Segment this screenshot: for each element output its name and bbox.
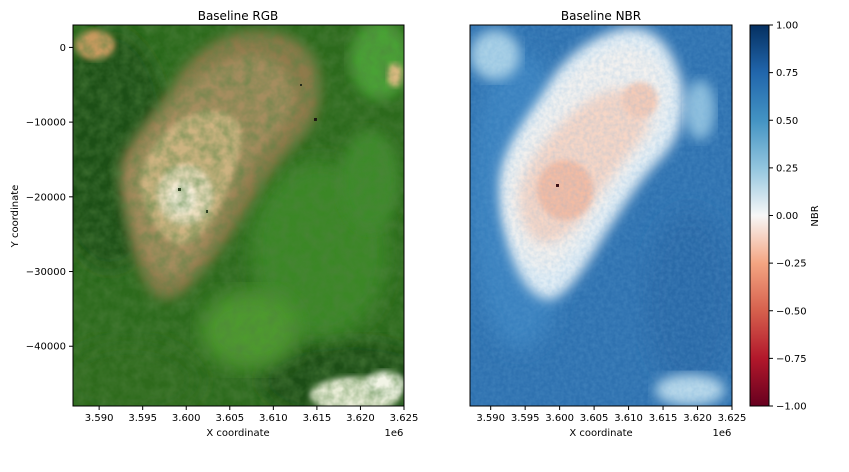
nbr-x-tick-label: 3.605	[580, 413, 609, 424]
nbr-title: Baseline NBR	[561, 9, 641, 23]
rgb-x-axis-label: X coordinate	[206, 428, 269, 439]
nbr-image	[470, 25, 732, 406]
nbr-x-tick-label: 3.610	[614, 413, 643, 424]
colorbar: 1.00 0.75 0.50 0.25 0.00 −0.25 −0.50 −0.75 −1.00…	[749, 21, 821, 413]
nbr-x-tick-label: 3.600	[545, 413, 574, 424]
rgb-x-tick-label: 3.625	[390, 413, 419, 424]
nbr-x-axis: 3.590 3.595 3.600 3.605 3.610 3.615 3.620 3.625	[476, 406, 746, 424]
rgb-y-tick-label: −30000	[26, 267, 66, 278]
colorbar-tick-label: 0.25	[776, 163, 798, 174]
rgb-x-tick-label: 3.605	[215, 413, 244, 424]
nbr-x-tick-label: 3.590	[476, 413, 505, 424]
colorbar-tick-label: 1.00	[776, 21, 798, 32]
colorbar-tick-label: 0.50	[776, 116, 798, 127]
nbr-x-tick-label: 3.620	[683, 413, 712, 424]
rgb-x-tick-label: 3.620	[346, 413, 375, 424]
rgb-x-tick-label: 3.595	[128, 413, 157, 424]
rgb-x-tick-label: 3.615	[303, 413, 332, 424]
nbr-plot-frame	[469, 24, 733, 407]
rgb-x-tick-label: 3.590	[85, 413, 114, 424]
nbr-panel: Baseline NBR 3.590 3.595 3.600 3.605 3.610 3.…	[469, 9, 746, 439]
nbr-x-offset-label: 1e6	[713, 428, 732, 439]
colorbar-tick-label: −0.50	[776, 306, 807, 317]
rgb-x-offset-label: 1e6	[385, 428, 404, 439]
colorbar-gradient	[749, 24, 770, 407]
colorbar-tick-label: 0.75	[776, 68, 798, 79]
rgb-title: Baseline RGB	[198, 9, 279, 23]
rgb-panel: Baseline RGB	[10, 9, 419, 439]
colorbar-tick-label: −1.00	[776, 402, 807, 413]
rgb-image	[73, 25, 404, 406]
colorbar-tick-label: −0.25	[776, 259, 807, 270]
rgb-x-tick-label: 3.610	[259, 413, 288, 424]
colorbar-tick-label: −0.75	[776, 354, 807, 365]
nbr-x-tick-label: 3.625	[718, 413, 747, 424]
rgb-y-tick-label: −10000	[26, 118, 66, 129]
rgb-y-tick-label: 0	[60, 43, 66, 54]
rgb-x-tick-label: 3.600	[172, 413, 201, 424]
nbr-x-tick-label: 3.615	[649, 413, 678, 424]
rgb-y-tick-label: −20000	[26, 192, 66, 203]
rgb-y-axis-label: Y coordinate	[10, 185, 21, 249]
nbr-x-axis-label: X coordinate	[569, 428, 632, 439]
rgb-y-axis: 0 −10000 −20000 −30000 −40000	[26, 43, 73, 353]
rgb-plot-frame	[72, 24, 405, 407]
rgb-y-tick-label: −40000	[26, 342, 66, 353]
rgb-x-axis: 3.590 3.595 3.600 3.605 3.610 3.615 3.620 3.625	[85, 406, 419, 424]
colorbar-tick-label: 0.00	[776, 211, 798, 222]
nbr-x-tick-label: 3.595	[511, 413, 540, 424]
colorbar-ticks: 1.00 0.75 0.50 0.25 0.00 −0.25 −0.50 −0.75 −1.00	[769, 21, 807, 413]
colorbar-label: NBR	[810, 205, 821, 226]
